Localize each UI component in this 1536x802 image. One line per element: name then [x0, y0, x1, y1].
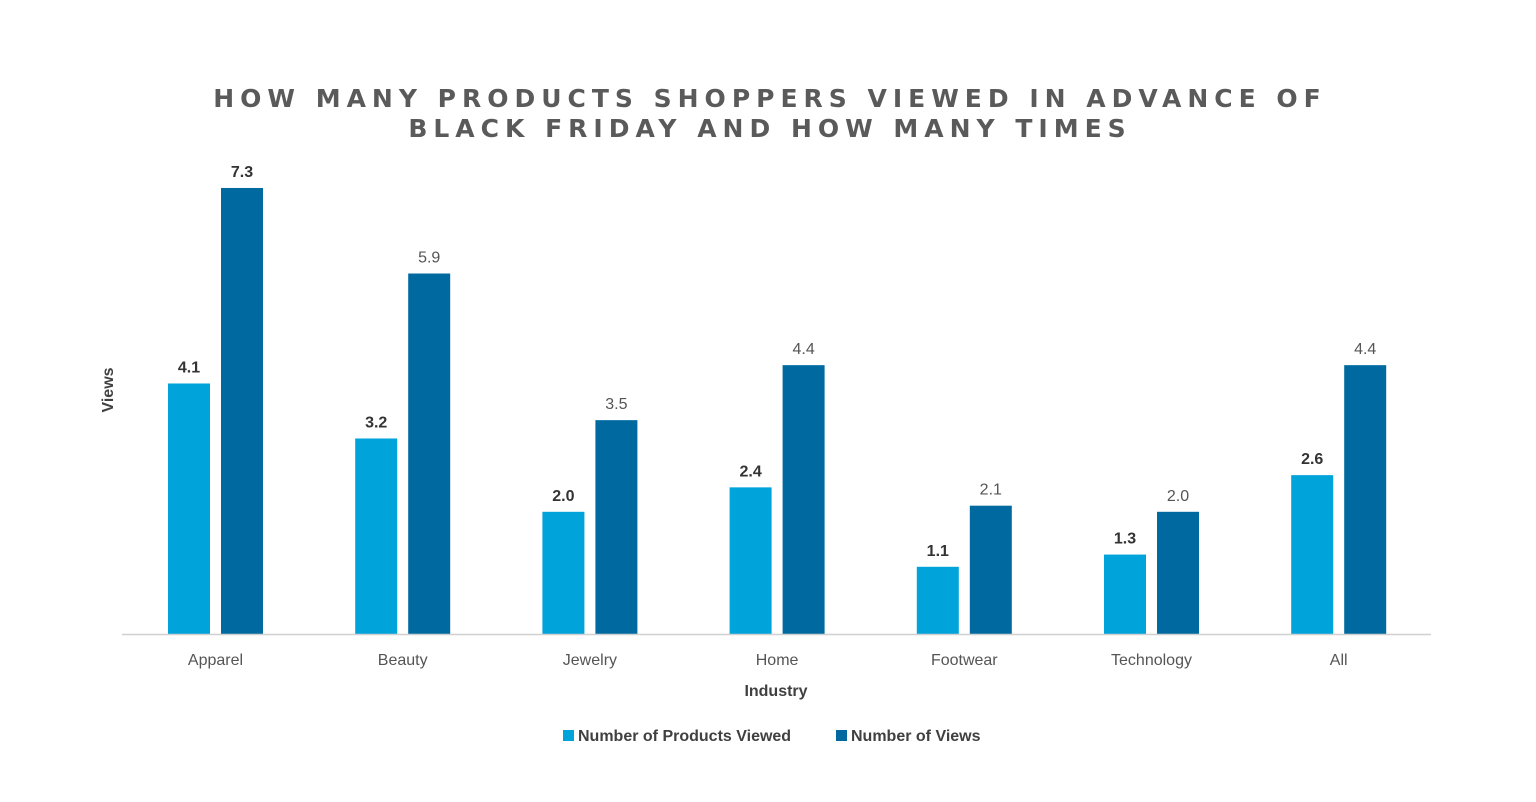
- category-label-all: All: [1330, 652, 1348, 669]
- chart-title: HOW MANY PRODUCTS SHOPPERS VIEWED IN ADV…: [213, 84, 1327, 143]
- bar-all-series-1: [1291, 475, 1334, 634]
- value-label-technology-series-1: 1.3: [1114, 531, 1136, 548]
- legend-swatch-series-1: [563, 730, 574, 741]
- value-label-all-series-1: 2.6: [1301, 451, 1323, 468]
- value-label-footwear-series-1: 1.1: [927, 543, 949, 560]
- legend: Number of Products Viewed Number of Views: [563, 728, 981, 745]
- x-axis-title: Industry: [744, 683, 807, 700]
- category-label-beauty: Beauty: [378, 652, 428, 669]
- value-label-jewelry-series-1: 2.0: [552, 488, 574, 505]
- value-label-jewelry-series-2: 3.5: [605, 396, 627, 413]
- bar-technology-series-2: [1157, 511, 1199, 634]
- bar-beauty-series-1: [355, 438, 398, 634]
- value-labels-layer: 4.1 7.3 3.2 5.9 2.0 3.5 2.4 4.4 1.1 2.1 1.3 2.0 2.6 4…: [178, 164, 1377, 560]
- bar-home-series-2: [782, 365, 825, 634]
- bars-layer: [168, 187, 1387, 634]
- legend-swatch-series-2: [836, 730, 847, 741]
- value-label-beauty-series-1: 3.2: [365, 414, 387, 431]
- bar-jewelry-series-2: [595, 420, 638, 634]
- y-axis-title: Views: [100, 367, 117, 412]
- bar-technology-series-1: [1104, 554, 1146, 634]
- value-label-technology-series-2: 2.0: [1167, 488, 1189, 505]
- bar-home-series-1: [729, 487, 772, 634]
- value-label-apparel-series-2: 7.3: [231, 164, 253, 181]
- bar-apparel-series-1: [168, 383, 210, 634]
- bar-footwear-series-2: [969, 505, 1012, 634]
- value-label-footwear-series-2: 2.1: [980, 482, 1002, 499]
- bar-jewelry-series-1: [542, 511, 585, 634]
- category-label-technology: Technology: [1111, 652, 1192, 669]
- bar-all-series-2: [1344, 365, 1387, 634]
- value-label-all-series-2: 4.4: [1354, 341, 1376, 358]
- value-label-home-series-2: 4.4: [792, 341, 814, 358]
- value-label-home-series-1: 2.4: [739, 463, 761, 480]
- bar-footwear-series-1: [916, 566, 959, 634]
- category-label-apparel: Apparel: [188, 652, 243, 669]
- category-labels-layer: Apparel Beauty Jewelry Home Footwear Technolo…: [188, 652, 1348, 669]
- category-label-home: Home: [756, 652, 799, 669]
- value-label-apparel-series-1: 4.1: [178, 359, 200, 376]
- legend-label-series-2: Number of Views: [851, 728, 981, 745]
- legend-label-series-1: Number of Products Viewed: [578, 728, 791, 745]
- bar-beauty-series-2: [408, 273, 451, 634]
- value-label-beauty-series-2: 5.9: [418, 250, 440, 267]
- bar-apparel-series-2: [221, 187, 263, 634]
- category-label-jewelry: Jewelry: [563, 652, 617, 669]
- category-label-footwear: Footwear: [931, 652, 998, 669]
